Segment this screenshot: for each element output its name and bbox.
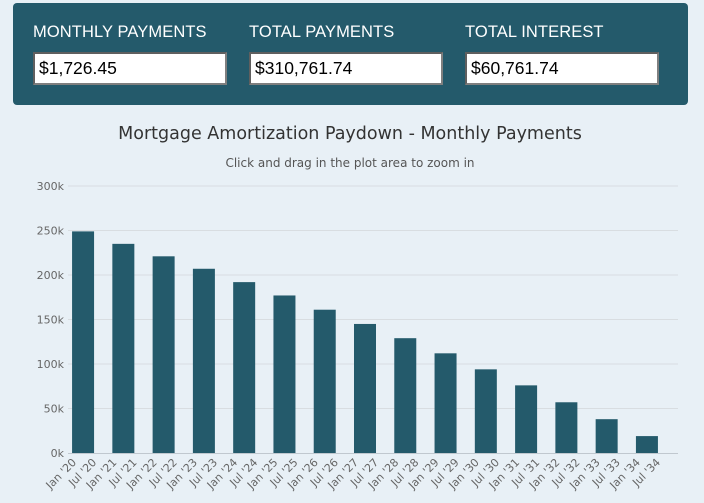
bar[interactable] — [152, 256, 175, 453]
y-axis-labels: 0k 50k 100k 150k 200k 250k 300k — [37, 180, 65, 460]
monthly-payments-input[interactable] — [33, 52, 227, 85]
bar[interactable] — [555, 402, 578, 453]
amortization-chart[interactable]: Mortgage Amortization Paydown - Monthly … — [0, 105, 704, 503]
monthly-payments-label: MONTHLY PAYMENTS — [33, 23, 207, 41]
y-tick-label: 150k — [37, 314, 65, 327]
chart-title: Mortgage Amortization Paydown - Monthly … — [118, 124, 582, 144]
bar[interactable] — [434, 353, 457, 453]
total-payments-label: TOTAL PAYMENTS — [249, 23, 395, 41]
bar[interactable] — [72, 231, 95, 453]
bar[interactable] — [233, 282, 256, 453]
y-tick-label: 100k — [37, 358, 65, 371]
bar[interactable] — [635, 436, 658, 453]
bar-series — [72, 231, 658, 453]
total-interest-input[interactable] — [465, 52, 659, 85]
bar[interactable] — [354, 323, 376, 453]
bar[interactable] — [515, 385, 538, 453]
y-tick-label: 50k — [44, 403, 65, 416]
bar[interactable] — [313, 309, 336, 453]
bar[interactable] — [112, 243, 135, 453]
bar[interactable] — [192, 268, 215, 453]
bar[interactable] — [273, 295, 296, 453]
y-tick-label: 250k — [37, 225, 65, 238]
bar[interactable] — [394, 338, 417, 453]
chart-subtitle: Click and drag in the plot area to zoom … — [225, 156, 474, 170]
y-tick-label: 0k — [51, 447, 65, 460]
bar[interactable] — [595, 419, 618, 453]
y-tick-label: 200k — [37, 269, 65, 282]
total-interest-label: TOTAL INTEREST — [465, 23, 604, 41]
bar[interactable] — [474, 369, 497, 453]
total-payments-input[interactable] — [249, 52, 443, 85]
summary-panel: MONTHLY PAYMENTS TOTAL PAYMENTS TOTAL IN… — [13, 3, 688, 105]
y-tick-label: 300k — [37, 180, 65, 193]
